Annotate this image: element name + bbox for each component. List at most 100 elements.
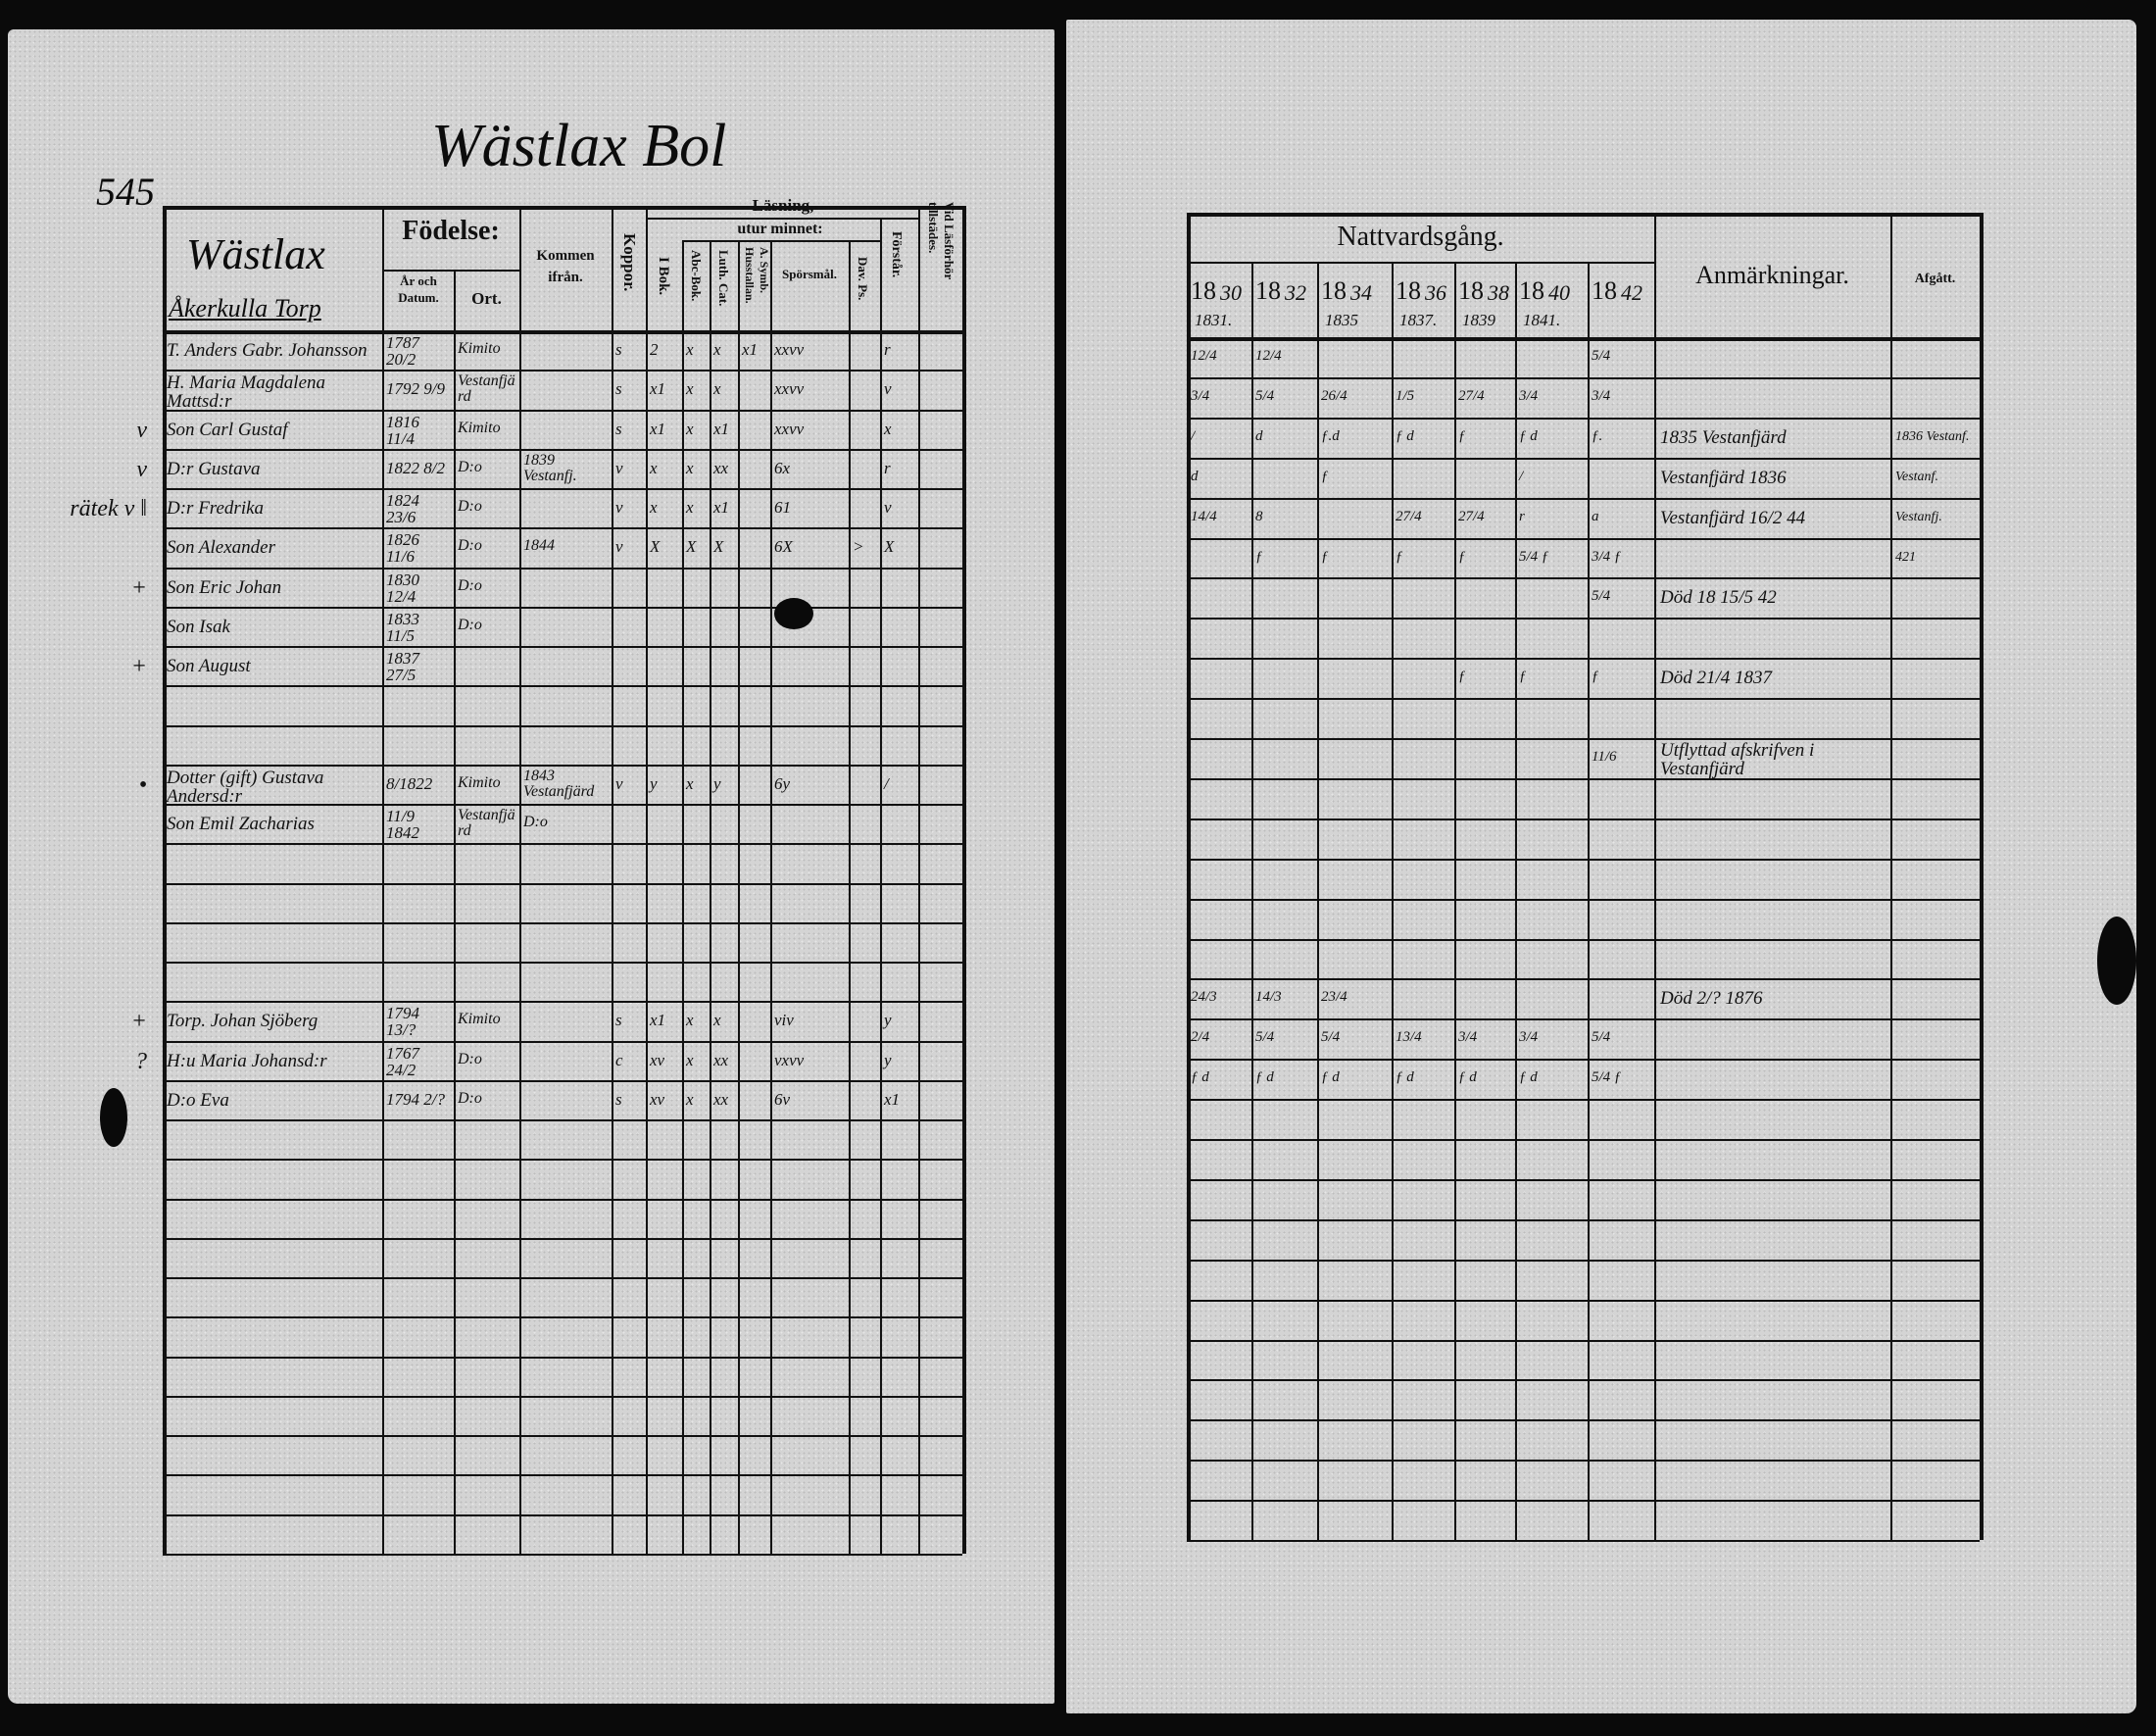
- table-row-rule: [163, 1277, 962, 1280]
- column-rule: [1980, 213, 1984, 1540]
- left-row-ibok: xv: [650, 1050, 665, 1069]
- left-row-name: D:r Gustava: [167, 458, 261, 479]
- left-row-name: Son Carl Gustaf: [167, 419, 288, 440]
- table-row-rule: [1187, 858, 1980, 861]
- table-row-rule: [163, 1356, 962, 1359]
- ink-blot: [2097, 917, 2136, 1005]
- section-heading-line1: Wästlax: [186, 230, 325, 278]
- column-rule: [1392, 262, 1394, 1540]
- table-row-rule: [163, 1395, 962, 1398]
- year-second: 1839: [1462, 311, 1495, 329]
- table-row-rule: [163, 1513, 962, 1516]
- header-bottom-rule: [163, 330, 962, 334]
- remark-entry: Vestanfjärd 16/2 44: [1660, 507, 1806, 528]
- margin-mark: +: [130, 654, 147, 680]
- left-row-abc: X: [686, 537, 697, 557]
- remark-entry: Död 18 15/5 42: [1660, 587, 1777, 609]
- nattvard-entry: 3/4: [1519, 387, 1539, 404]
- nattvard-entry: d: [1191, 468, 1199, 484]
- header-sporsmal: Spörsmål.: [782, 267, 837, 281]
- left-row-year: 1824 23/6: [386, 491, 419, 527]
- table-row-rule: [1187, 1178, 1980, 1181]
- column-rule: [738, 240, 740, 1554]
- column-rule: [1454, 262, 1456, 1540]
- left-row-dav: >: [853, 537, 864, 557]
- header-dav-ps: Dav. Ps.: [856, 257, 870, 301]
- header-kommen-ifran: Kommen ifrån.: [536, 248, 595, 285]
- header-a-symb: A. Symb. Husstallan.: [743, 247, 771, 304]
- year-printed: 18: [1191, 276, 1216, 305]
- left-row-spors: viv: [774, 1011, 794, 1030]
- left-row-abc: x: [686, 379, 694, 399]
- nattvard-entry: 3/4: [1592, 387, 1611, 404]
- nattvard-entry: 5/4 ƒ: [1519, 548, 1549, 565]
- left-row-year: 1792 9/9: [386, 379, 445, 399]
- nattvard-entry: ƒ: [1458, 669, 1466, 685]
- header-fodelse: Födelse:: [402, 216, 500, 246]
- table-row-rule: [1187, 376, 1980, 379]
- table-row-rule: [163, 409, 962, 412]
- margin-mark: •: [138, 771, 147, 798]
- left-row-ort: D:o: [458, 1050, 482, 1067]
- left-row-koppor: c: [615, 1050, 623, 1069]
- table-row-rule: [163, 921, 962, 924]
- left-row-spors: xxvv: [774, 419, 805, 438]
- table-row-rule: [163, 843, 962, 846]
- nattvard-entry: 5/4: [1592, 348, 1611, 364]
- left-row-abc: x: [686, 1089, 694, 1109]
- table-row-rule: [1187, 537, 1980, 540]
- column-rule: [880, 218, 882, 1554]
- year-printed: 18: [1519, 276, 1544, 305]
- left-row-kommen: 1839 Vestanfj.: [523, 451, 577, 484]
- table-row-rule: [163, 527, 962, 530]
- header-i-bok: I Bok.: [656, 257, 671, 296]
- table-row-rule: [1187, 1339, 1980, 1342]
- page-number: 545: [96, 170, 155, 214]
- table-row-rule: [1187, 457, 1980, 460]
- margin-mark: v: [136, 456, 147, 482]
- left-row-ort: Vestanfjärd: [458, 807, 515, 840]
- nattvard-entry: ƒ: [1458, 427, 1466, 444]
- table-row-rule: [1187, 1460, 1980, 1463]
- left-row-ort: Kimito: [458, 419, 501, 436]
- table-row-rule: [1187, 777, 1980, 780]
- left-row-ibok: x1: [650, 1011, 666, 1030]
- table-row-rule: [1187, 1299, 1980, 1302]
- left-row-ort: D:o: [458, 616, 482, 633]
- table-row-rule: [1187, 497, 1980, 500]
- nattvard-entry: ƒ.d: [1321, 427, 1340, 444]
- header-anmarkningar: Anmärkningar.: [1695, 261, 1849, 289]
- left-row-kommen: D:o: [523, 814, 548, 831]
- header-top-rule: [163, 206, 962, 210]
- year-handwritten: 30: [1220, 280, 1242, 305]
- left-row-year: 8/1822: [386, 773, 433, 793]
- ink-blot: [774, 598, 813, 629]
- year-second: 1831.: [1195, 311, 1233, 329]
- left-row-name: H:u Maria Johansd:r: [167, 1050, 327, 1071]
- table-row-rule: [163, 1001, 962, 1004]
- header-afgatt: Afgått.: [1914, 272, 1956, 286]
- table-row-rule: [1187, 938, 1980, 941]
- table-row-rule: [163, 1198, 962, 1201]
- table-row-rule: [163, 1040, 962, 1043]
- left-row-name: D:o Eva: [167, 1089, 229, 1111]
- table-row-rule: [163, 567, 962, 570]
- left-row-forstar: x: [884, 419, 892, 438]
- left-row-luth: X: [713, 537, 724, 557]
- table-row-rule: [163, 685, 962, 688]
- table-row-rule: [163, 724, 962, 727]
- nattvard-entry: ƒ: [1592, 669, 1599, 685]
- nattvard-entry: 27/4: [1396, 508, 1422, 524]
- margin-mark: v: [136, 417, 147, 443]
- nattvard-entry: 27/4: [1458, 508, 1485, 524]
- left-row-ibok: x: [650, 458, 658, 477]
- left-row-spors: vxvv: [774, 1050, 805, 1069]
- table-row-rule: [1187, 898, 1980, 901]
- left-row-spors: 61: [774, 498, 791, 518]
- header-luth-cat: Luth. Cat.: [716, 250, 731, 307]
- table-row-rule: [1187, 618, 1980, 620]
- remark-entry: 1835 Vestanfjärd: [1660, 426, 1787, 448]
- year-handwritten: 38: [1488, 280, 1509, 305]
- left-row-koppor: v: [615, 537, 623, 557]
- left-row-symb: x1: [742, 340, 759, 359]
